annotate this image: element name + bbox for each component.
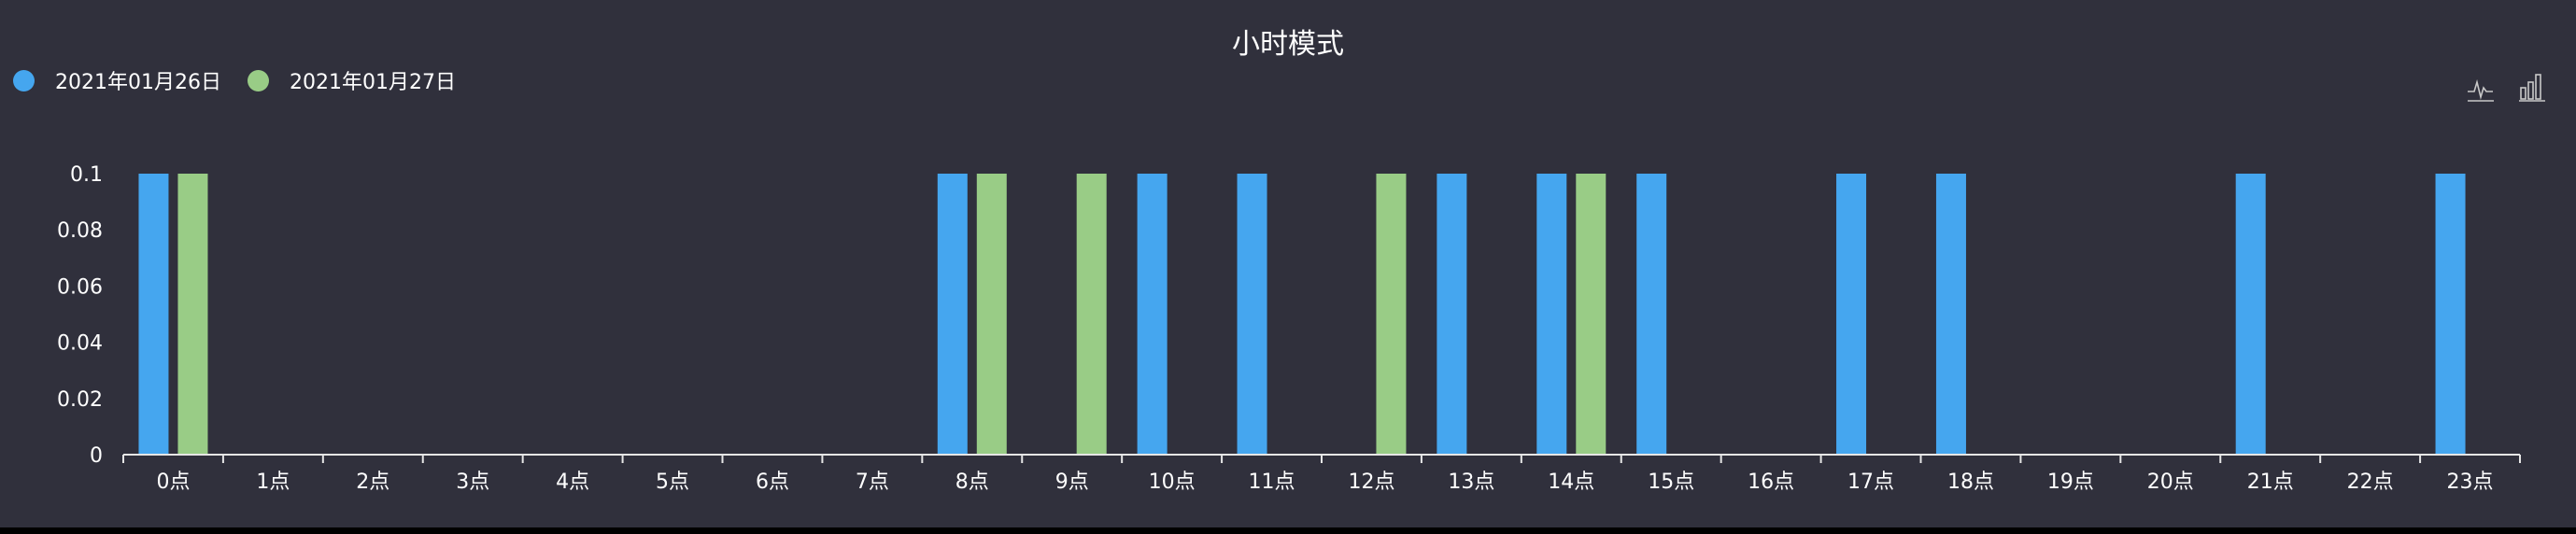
bar-series-2	[1376, 174, 1407, 455]
x-tick-label: 12点	[1348, 471, 1394, 494]
x-tick-label: 0点	[156, 471, 190, 494]
y-tick-label: 0	[90, 444, 103, 468]
bar-series-1	[2435, 174, 2466, 455]
bar-series-1	[1137, 174, 1168, 455]
x-tick-label: 10点	[1149, 471, 1196, 494]
x-tick-label: 6点	[756, 471, 789, 494]
x-tick-label: 8点	[955, 471, 989, 494]
legend-label-series-1: 2021年01月26日	[55, 71, 221, 94]
x-tick-label: 4点	[556, 471, 589, 494]
bar-series-2	[177, 174, 208, 455]
x-tick-label: 20点	[2147, 471, 2194, 494]
x-tick-label: 19点	[2047, 471, 2094, 494]
x-tick-label: 7点	[856, 471, 889, 494]
bar-series-1	[1636, 174, 1667, 455]
chart-toolbox	[2445, 71, 2550, 105]
y-tick-label: 0.06	[57, 275, 103, 299]
x-tick-label: 1点	[256, 471, 290, 494]
x-tick-label: 22点	[2347, 471, 2394, 494]
bar-series-1	[1237, 174, 1267, 455]
legend-item-series-2[interactable]: 2021年01月27日	[247, 65, 456, 95]
x-tick-label: 15点	[1648, 471, 1694, 494]
x-tick-label: 21点	[2247, 471, 2294, 494]
legend-dot-series-1	[13, 69, 35, 91]
bar-series-2	[976, 174, 1007, 455]
y-tick-label: 0.1	[70, 163, 103, 187]
legend-item-series-1[interactable]: 2021年01月26日	[13, 65, 221, 95]
x-tick-label: 13点	[1448, 471, 1494, 494]
x-tick-label: 9点	[1055, 471, 1089, 494]
chart-title: 小时模式	[1232, 28, 1344, 61]
bar-series-1	[138, 174, 169, 455]
bar-series-2	[1576, 174, 1606, 455]
x-tick-label: 18点	[1947, 471, 1994, 494]
legend: 2021年01月26日 2021年01月27日	[13, 65, 482, 95]
x-tick-label: 11点	[1249, 471, 1295, 494]
bar-series-2	[1076, 174, 1107, 455]
y-tick-label: 0.08	[57, 219, 103, 243]
legend-label-series-2: 2021年01月27日	[289, 71, 456, 94]
x-tick-label: 14点	[1548, 471, 1594, 494]
bar-series-1	[1536, 174, 1567, 455]
bar-series-1	[2235, 174, 2266, 455]
bar-series-1	[1935, 174, 1966, 455]
bar-series-1	[1836, 174, 1867, 455]
x-tick-label: 3点	[456, 471, 489, 494]
y-tick-label: 0.02	[57, 388, 103, 412]
legend-dot-series-2	[247, 69, 269, 91]
y-tick-label: 0.04	[57, 332, 103, 356]
line-chart-icon[interactable]	[2464, 71, 2498, 105]
bar-series-1	[1437, 174, 1467, 455]
x-tick-label: 16点	[1748, 471, 1794, 494]
bar-chart-icon[interactable]	[2516, 71, 2550, 105]
x-tick-label: 17点	[1847, 471, 1894, 494]
x-tick-label: 2点	[356, 471, 389, 494]
x-tick-label: 23点	[2447, 471, 2494, 494]
x-tick-label: 5点	[656, 471, 689, 494]
bar-series-1	[937, 174, 968, 455]
